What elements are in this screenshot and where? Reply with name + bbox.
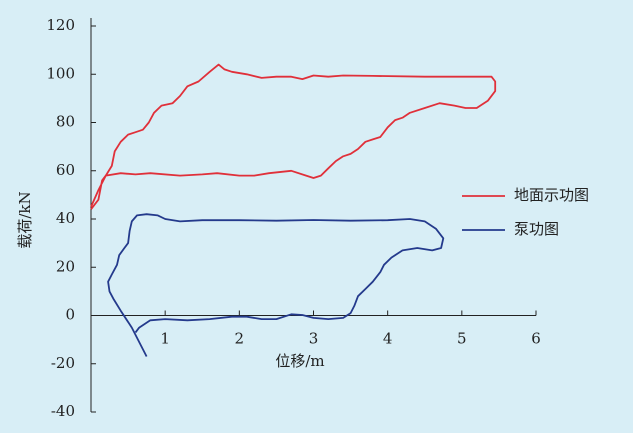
legend-label: 地面示功图 <box>514 186 589 204</box>
x-tick-label: 5 <box>457 330 467 348</box>
series-line <box>90 63 497 210</box>
y-tick-label: 40 <box>56 209 75 227</box>
y-tick-label: 60 <box>56 161 75 179</box>
x-tick-label: 4 <box>383 330 393 348</box>
y-tick-label: 0 <box>65 306 75 324</box>
x-tick-label: 3 <box>309 330 319 348</box>
series-line <box>107 213 445 357</box>
y-tick-label: 100 <box>46 64 75 82</box>
y-axis-label: 载荷/kN <box>16 191 34 248</box>
x-tick-label: 1 <box>160 330 170 348</box>
x-tick-label: 6 <box>531 330 541 348</box>
legend-label: 泵功图 <box>514 220 559 238</box>
y-tick-label: 20 <box>56 257 75 275</box>
y-tick-label: 120 <box>46 16 75 34</box>
y-tick-label: 80 <box>56 113 75 131</box>
y-tick-label: -40 <box>51 402 75 420</box>
x-axis-label: 位移/m <box>275 352 324 370</box>
y-tick-label: -20 <box>51 354 75 372</box>
x-tick-label: 2 <box>235 330 245 348</box>
